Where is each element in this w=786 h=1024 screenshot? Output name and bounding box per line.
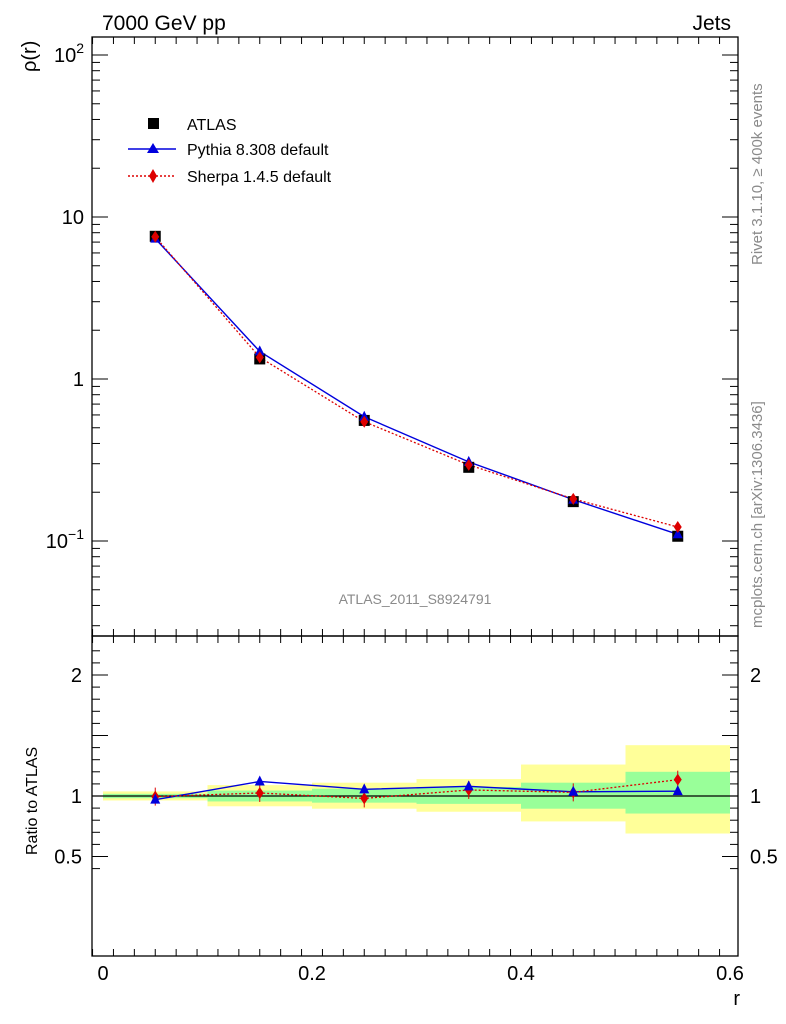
main-pythia-point — [672, 528, 683, 539]
mcplots-label: mcplots.cern.ch [arXiv:1306.3436] — [749, 401, 766, 628]
ratio-pythia-point — [254, 775, 265, 786]
x-tick-label: 0.2 — [298, 963, 326, 985]
main-sherpa-point — [151, 230, 160, 243]
ratio-pythia-point — [568, 785, 579, 796]
main-sherpa-point — [255, 351, 264, 364]
legend-pythia-label: Pythia 8.308 default — [187, 142, 329, 159]
analysis-id: ATLAS_2011_S8924791 — [339, 591, 492, 607]
ratio-y-tick-label-left: 2 — [71, 665, 82, 687]
main-y-tick-label: 10−1 — [46, 526, 84, 553]
main-pythia-point — [254, 345, 265, 356]
ratio-pythia-point — [672, 785, 683, 796]
x-tick-label: 0.6 — [716, 963, 744, 985]
ratio-y-tick-label-right: 1 — [750, 786, 761, 808]
main-sherpa-point — [464, 458, 473, 471]
legend-pythia-marker — [147, 143, 159, 153]
main-pythia-line — [154, 238, 678, 535]
ratio-sherpa-point — [255, 786, 264, 799]
ratio-xlabel: r — [733, 988, 740, 1010]
header-left: 7000 GeV pp — [102, 12, 226, 35]
ratio-y-tick-label-right: 2 — [750, 665, 761, 687]
main-sherpa-point — [360, 415, 369, 428]
main-y-tick-label: 10 — [62, 207, 84, 229]
legend-sherpa-label: Sherpa 1.4.5 default — [187, 169, 332, 186]
x-tick-label: 0 — [97, 963, 108, 985]
ratio-y-tick-label-left: 1 — [71, 786, 82, 808]
ratio-pythia-point — [359, 783, 370, 794]
legend: ATLAS Pythia 8.308 default Sherpa 1.4.5 … — [128, 117, 332, 186]
legend-atlas-marker — [148, 118, 159, 129]
main-ylabel: ρ(r) — [19, 41, 41, 72]
ratio-y-tick-label-left: 0.5 — [54, 847, 82, 869]
ratio-ylabel: Ratio to ATLAS — [24, 747, 41, 855]
main-sherpa-line — [154, 236, 678, 528]
ratio-y-tick-label-right: 0.5 — [750, 847, 778, 869]
x-tick-label: 0.4 — [507, 963, 535, 985]
ratio-sherpa-point — [360, 792, 369, 805]
header-right: Jets — [692, 12, 731, 35]
main-sherpa-point — [673, 521, 682, 534]
legend-atlas-label: ATLAS — [187, 117, 237, 134]
ratio-pythia-line — [155, 780, 678, 801]
main-y-tick-label: 102 — [54, 40, 84, 67]
main-sherpa-point — [569, 492, 578, 505]
legend-sherpa-marker — [149, 169, 157, 183]
rivet-label: Rivet 3.1.10, ≥ 400k events — [749, 83, 766, 265]
ratio-sherpa-point — [673, 773, 682, 786]
ratio-pythia-point — [463, 780, 474, 791]
main-y-tick-label: 1 — [73, 369, 84, 391]
ratio-sherpa-line — [155, 779, 678, 800]
ratio-pythia-point — [150, 793, 161, 804]
